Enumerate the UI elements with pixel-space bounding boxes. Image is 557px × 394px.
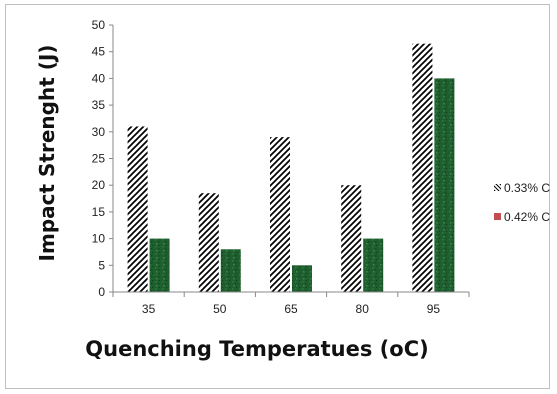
y-tick-label-7: 35 [92, 98, 106, 112]
bar-s1-65 [292, 265, 312, 292]
legend: 0.33% C 0.42% C [494, 181, 550, 224]
y-tick-label-8: 40 [92, 71, 106, 85]
bar-s0-95 [412, 43, 433, 292]
bar-s0-80 [341, 185, 362, 292]
bar-s0-50 [198, 193, 219, 292]
x-tick-label-35: 35 [142, 302, 156, 316]
legend-swatch-0 [494, 184, 501, 191]
x-tick-label-80: 80 [356, 302, 370, 316]
bar-s1-80 [363, 238, 384, 292]
y-tick-label-9: 45 [92, 45, 106, 59]
y-tick-label-0: 0 [98, 285, 105, 299]
y-tick-label-6: 30 [92, 125, 106, 139]
y-tick-label-5: 25 [92, 152, 106, 166]
y-tick-label-10: 50 [92, 18, 106, 32]
bar-s1-50 [220, 249, 241, 292]
bar-s1-95 [434, 78, 455, 293]
bar-s0-35 [127, 126, 148, 293]
y-axis-title: Impact Strenght (J) [35, 45, 59, 262]
bar-s1-35 [149, 238, 170, 292]
legend-label-1: 0.42% C [504, 210, 550, 224]
y-tick-label-1: 5 [98, 258, 105, 272]
x-tick-label-50: 50 [213, 302, 227, 316]
y-tick-label-2: 10 [92, 232, 106, 246]
legend-swatch-1 [494, 213, 501, 220]
legend-item-1: 0.42% C [494, 210, 550, 224]
y-tick-label-3: 15 [92, 205, 106, 219]
x-axis-title: Quenching Temperatues (oC) [85, 337, 428, 361]
legend-item-0: 0.33% C [494, 181, 550, 195]
legend-label-0: 0.33% C [504, 181, 550, 195]
x-tick-label-95: 95 [427, 302, 441, 316]
y-tick-label-4: 20 [92, 178, 106, 192]
x-tick-label-65: 65 [284, 302, 298, 316]
bar-s0-65 [270, 137, 290, 292]
